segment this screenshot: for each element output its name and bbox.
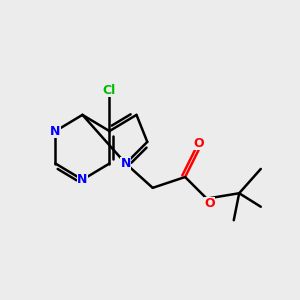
Text: O: O — [193, 137, 204, 150]
Text: N: N — [50, 124, 61, 138]
Text: N: N — [77, 173, 88, 186]
Text: N: N — [121, 157, 131, 170]
Text: O: O — [204, 197, 215, 210]
Text: Cl: Cl — [103, 84, 116, 97]
